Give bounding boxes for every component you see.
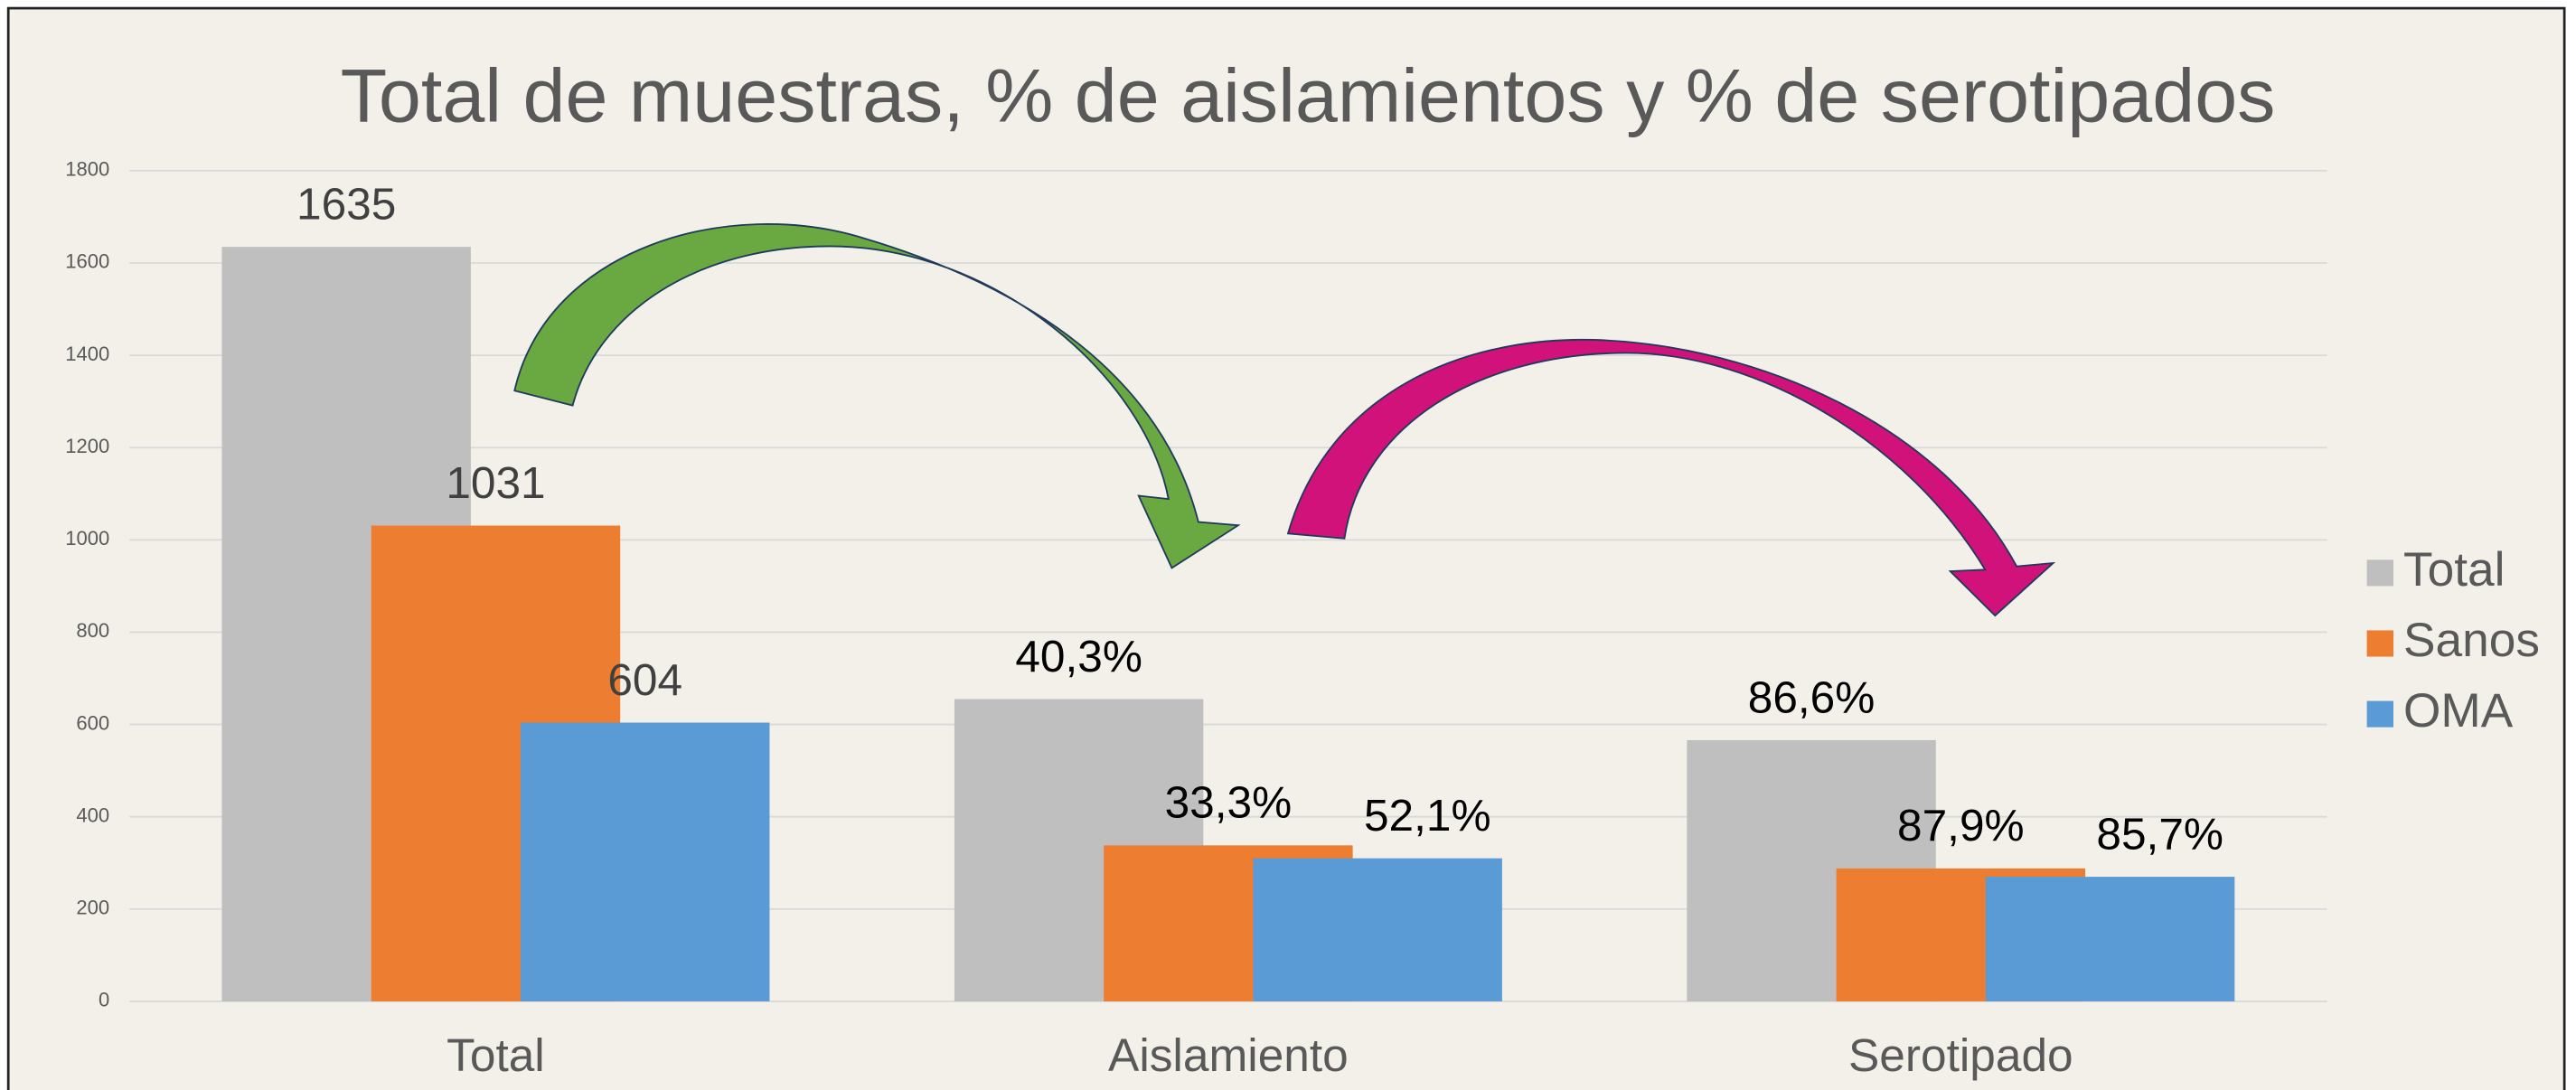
data-label: 85,7%: [2096, 810, 2223, 860]
x-tick-label: Serotipado: [1848, 1029, 2073, 1081]
bar: [1253, 858, 1502, 1001]
y-tick-label: 1000: [65, 527, 109, 550]
y-tick-label: 1800: [65, 158, 109, 181]
y-tick-label: 600: [76, 711, 109, 734]
chart-title: Total de muestras, % de aislamientos y %…: [341, 53, 2276, 137]
data-label: 86,6%: [1748, 673, 1876, 723]
data-label: 1031: [446, 458, 545, 508]
arrow-magenta: [1286, 338, 2056, 617]
bar: [520, 722, 770, 1001]
data-label: 40,3%: [1015, 632, 1142, 681]
y-tick-label: 1200: [65, 435, 109, 457]
y-tick-label: 0: [99, 989, 109, 1011]
x-tick-label: Aislamiento: [1108, 1029, 1349, 1081]
legend-label: Total: [2403, 543, 2505, 597]
legend-swatch: [2366, 630, 2394, 657]
data-label: 1635: [296, 180, 396, 230]
data-label: 604: [607, 655, 682, 705]
y-tick-label: 200: [76, 897, 109, 919]
legend-swatch: [2366, 559, 2394, 587]
legend-label: OMA: [2403, 684, 2514, 738]
data-label: 52,1%: [1364, 791, 1491, 841]
legend-label: Sanos: [2403, 614, 2540, 667]
legend-swatch: [2366, 700, 2394, 728]
x-tick-label: Total: [447, 1029, 545, 1081]
arrow-green: [513, 223, 1241, 569]
y-tick-label: 1600: [65, 250, 109, 273]
y-tick-label: 400: [76, 804, 109, 827]
plot: 0 200 400 600 800 1000 1200 1400 1600 1800 Total 16…: [65, 158, 2540, 1081]
data-label: 87,9%: [1897, 801, 2025, 850]
y-tick-label: 800: [76, 619, 109, 642]
bar: [1985, 877, 2235, 1001]
data-label: 33,3%: [1165, 778, 1293, 828]
y-tick-label: 1400: [65, 343, 109, 365]
